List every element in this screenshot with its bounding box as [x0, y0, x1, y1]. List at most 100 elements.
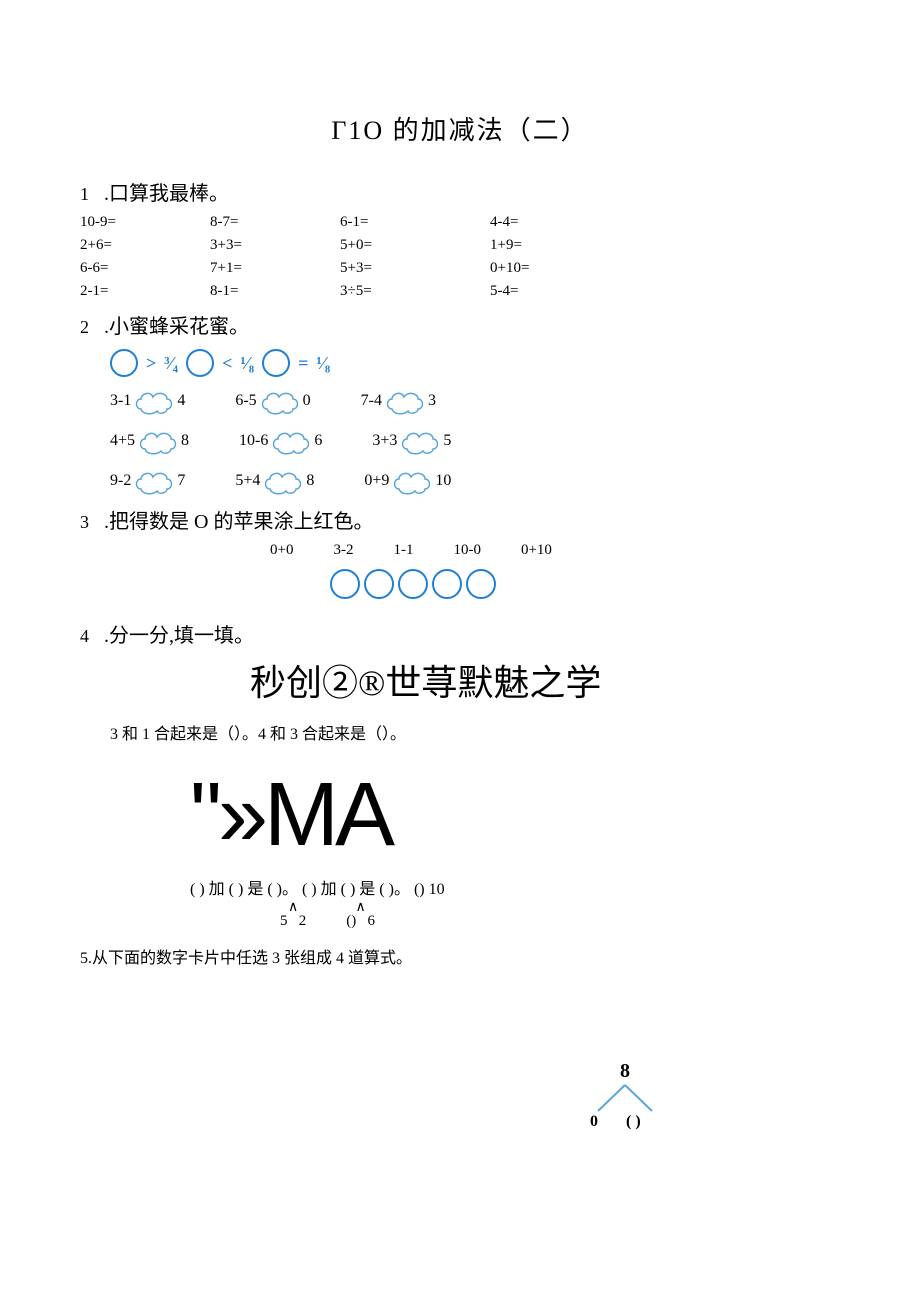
cloud-item: 3-14 — [110, 387, 185, 415]
cloud-icon — [137, 427, 179, 455]
cloud-item: 7-4 3 — [361, 387, 436, 415]
apple-circle — [432, 569, 462, 599]
expr-left: 7-4 — [361, 392, 382, 410]
expr-right: 3 — [428, 392, 436, 410]
cloud-icon — [133, 467, 175, 495]
expr-right: 0 — [303, 392, 311, 410]
expr-left: 5+4 — [235, 472, 260, 490]
circle-icon — [262, 349, 290, 377]
bee-diagram: > ³⁄₄ < ¹⁄₈ = ¹⁄₈ 3-146-507-434+5810-663… — [100, 349, 840, 495]
fill-line-1: 3 和 1 合起来是（）。4 和 3 合起来是（）。 — [110, 720, 840, 744]
apple-circles — [330, 569, 840, 599]
cloud-row: 9-275+480+910 — [110, 467, 840, 495]
fill-line-2: ( ) 加 ( ) 是 ( )。 ( ) 加 ( ) 是 ( )。 () 10 — [190, 875, 840, 899]
apple-circle — [398, 569, 428, 599]
cloud-grid: 3-14 6-5 0 7-4 3 4+5 8 10-6 6 3+3 5 9-27 5+4 8 0+9 10 — [110, 387, 840, 495]
page-title: Γ1O 的加减法（二） — [80, 110, 840, 147]
apple-expr: 1-1 — [393, 542, 413, 559]
cloud-row: 3-14 6-5 0 7-4 3 — [110, 387, 840, 415]
frac: = — [298, 353, 308, 374]
cloud-item: 0+9 10 — [364, 467, 451, 495]
apple-expr-row: 0+0 3-2 1-1 10-0 0+10 — [270, 542, 840, 559]
cell: 2-1= — [80, 283, 210, 300]
cell: 3÷5= — [340, 283, 470, 300]
expr-right: 10 — [435, 472, 451, 490]
tree-lines-icon — [590, 1083, 660, 1113]
q4-header: 4 .分一分,填一填。 — [80, 619, 840, 648]
split-item: ∧ () 6 — [346, 903, 375, 930]
frac: < — [222, 353, 232, 374]
cloud-icon — [270, 427, 312, 455]
q2-num: 2 — [80, 317, 89, 337]
cell: 5-4= — [490, 283, 620, 300]
expr-right: 7 — [177, 472, 185, 490]
cell: 2+6= — [80, 237, 210, 254]
expr-left: 3-1 — [110, 392, 131, 410]
split-left: () — [346, 913, 356, 929]
caret-icon: ∧ — [280, 903, 306, 913]
cell: 8-7= — [210, 214, 340, 231]
q3-label: .把得数是 O 的苹果涂上红色。 — [104, 511, 373, 533]
expr-left: 0+9 — [364, 472, 389, 490]
cell: 4-4= — [490, 214, 620, 231]
expr-right: 6 — [314, 432, 322, 450]
table-row: 2+6= 3+3= 5+0= 1+9= — [80, 237, 840, 254]
cell: 6-6= — [80, 260, 210, 277]
cell: 1+9= — [490, 237, 620, 254]
cell: 8-1= — [210, 283, 340, 300]
cloud-item: 6-5 0 — [235, 387, 310, 415]
apple-circle — [330, 569, 360, 599]
apple-circle — [364, 569, 394, 599]
q1-label: .口算我最棒。 — [104, 183, 229, 205]
split-right: 2 — [299, 913, 307, 929]
cell: 5+0= — [340, 237, 470, 254]
table-row: 2-1= 8-1= 3÷5= 5-4= — [80, 283, 840, 300]
q2-label: .小蜜蜂采花蜜。 — [104, 316, 249, 338]
cloud-row: 4+5 8 10-6 6 3+3 5 — [110, 427, 840, 455]
split-item: ∧ 5 2 — [280, 903, 306, 930]
q1-header: 1 .口算我最棒。 — [80, 177, 840, 206]
q2-header: 2 .小蜜蜂采花蜜。 — [80, 310, 840, 339]
cloud-item: 4+5 8 — [110, 427, 189, 455]
decorative-big: "»MA — [190, 764, 840, 867]
q4-num: 4 — [80, 626, 89, 646]
frac: ¹⁄₈ — [316, 353, 330, 374]
tree-top: 8 — [590, 1060, 660, 1083]
cloud-item: 3+3 5 — [372, 427, 451, 455]
circle-icon — [186, 349, 214, 377]
cell: 7+1= — [210, 260, 340, 277]
number-tree: 8 0 ( ) — [590, 1060, 660, 1131]
q1-section: 1 .口算我最棒。 10-9= 8-7= 6-1= 4-4= 2+6= 3+3=… — [80, 177, 840, 300]
cell: 0+10= — [490, 260, 620, 277]
expr-left: 10-6 — [239, 432, 268, 450]
cloud-icon — [259, 387, 301, 415]
cloud-icon — [391, 467, 433, 495]
q4-label: .分一分,填一填。 — [104, 625, 254, 647]
cloud-item: 10-6 6 — [239, 427, 322, 455]
q4-section: 4 .分一分,填一填。 秒创②®世荨默魅之学 3 和 1 合起来是（）。4 和 … — [80, 619, 840, 930]
q3-section: 3 .把得数是 O 的苹果涂上红色。 0+0 3-2 1-1 10-0 0+10 — [80, 505, 840, 599]
cell: 3+3= — [210, 237, 340, 254]
expr-left: 6-5 — [235, 392, 256, 410]
apple-expr: 0+0 — [270, 542, 293, 559]
cloud-icon — [399, 427, 441, 455]
expr-left: 4+5 — [110, 432, 135, 450]
apple-circle — [466, 569, 496, 599]
expr-right: 8 — [181, 432, 189, 450]
q2-section: 2 .小蜜蜂采花蜜。 > ³⁄₄ < ¹⁄₈ = ¹⁄₈ 3-146-507-4… — [80, 310, 840, 495]
circle-icon — [110, 349, 138, 377]
split-right: 6 — [368, 913, 376, 929]
frac: ¹⁄₈ — [240, 353, 254, 374]
frac: > — [146, 353, 156, 374]
table-row: 10-9= 8-7= 6-1= 4-4= — [80, 214, 840, 231]
decorative-text: 秒创②®世荨默魅之学 — [250, 656, 840, 710]
cloud-icon — [133, 387, 175, 415]
split-diagram: ∧ 5 2 ∧ () 6 — [280, 903, 840, 930]
tree-right: ( ) — [626, 1113, 641, 1131]
expr-right: 5 — [443, 432, 451, 450]
apple-expr: 3-2 — [333, 542, 353, 559]
cloud-icon — [262, 467, 304, 495]
expr-left: 3+3 — [372, 432, 397, 450]
cloud-item: 9-27 — [110, 467, 185, 495]
q1-num: 1 — [80, 184, 89, 204]
